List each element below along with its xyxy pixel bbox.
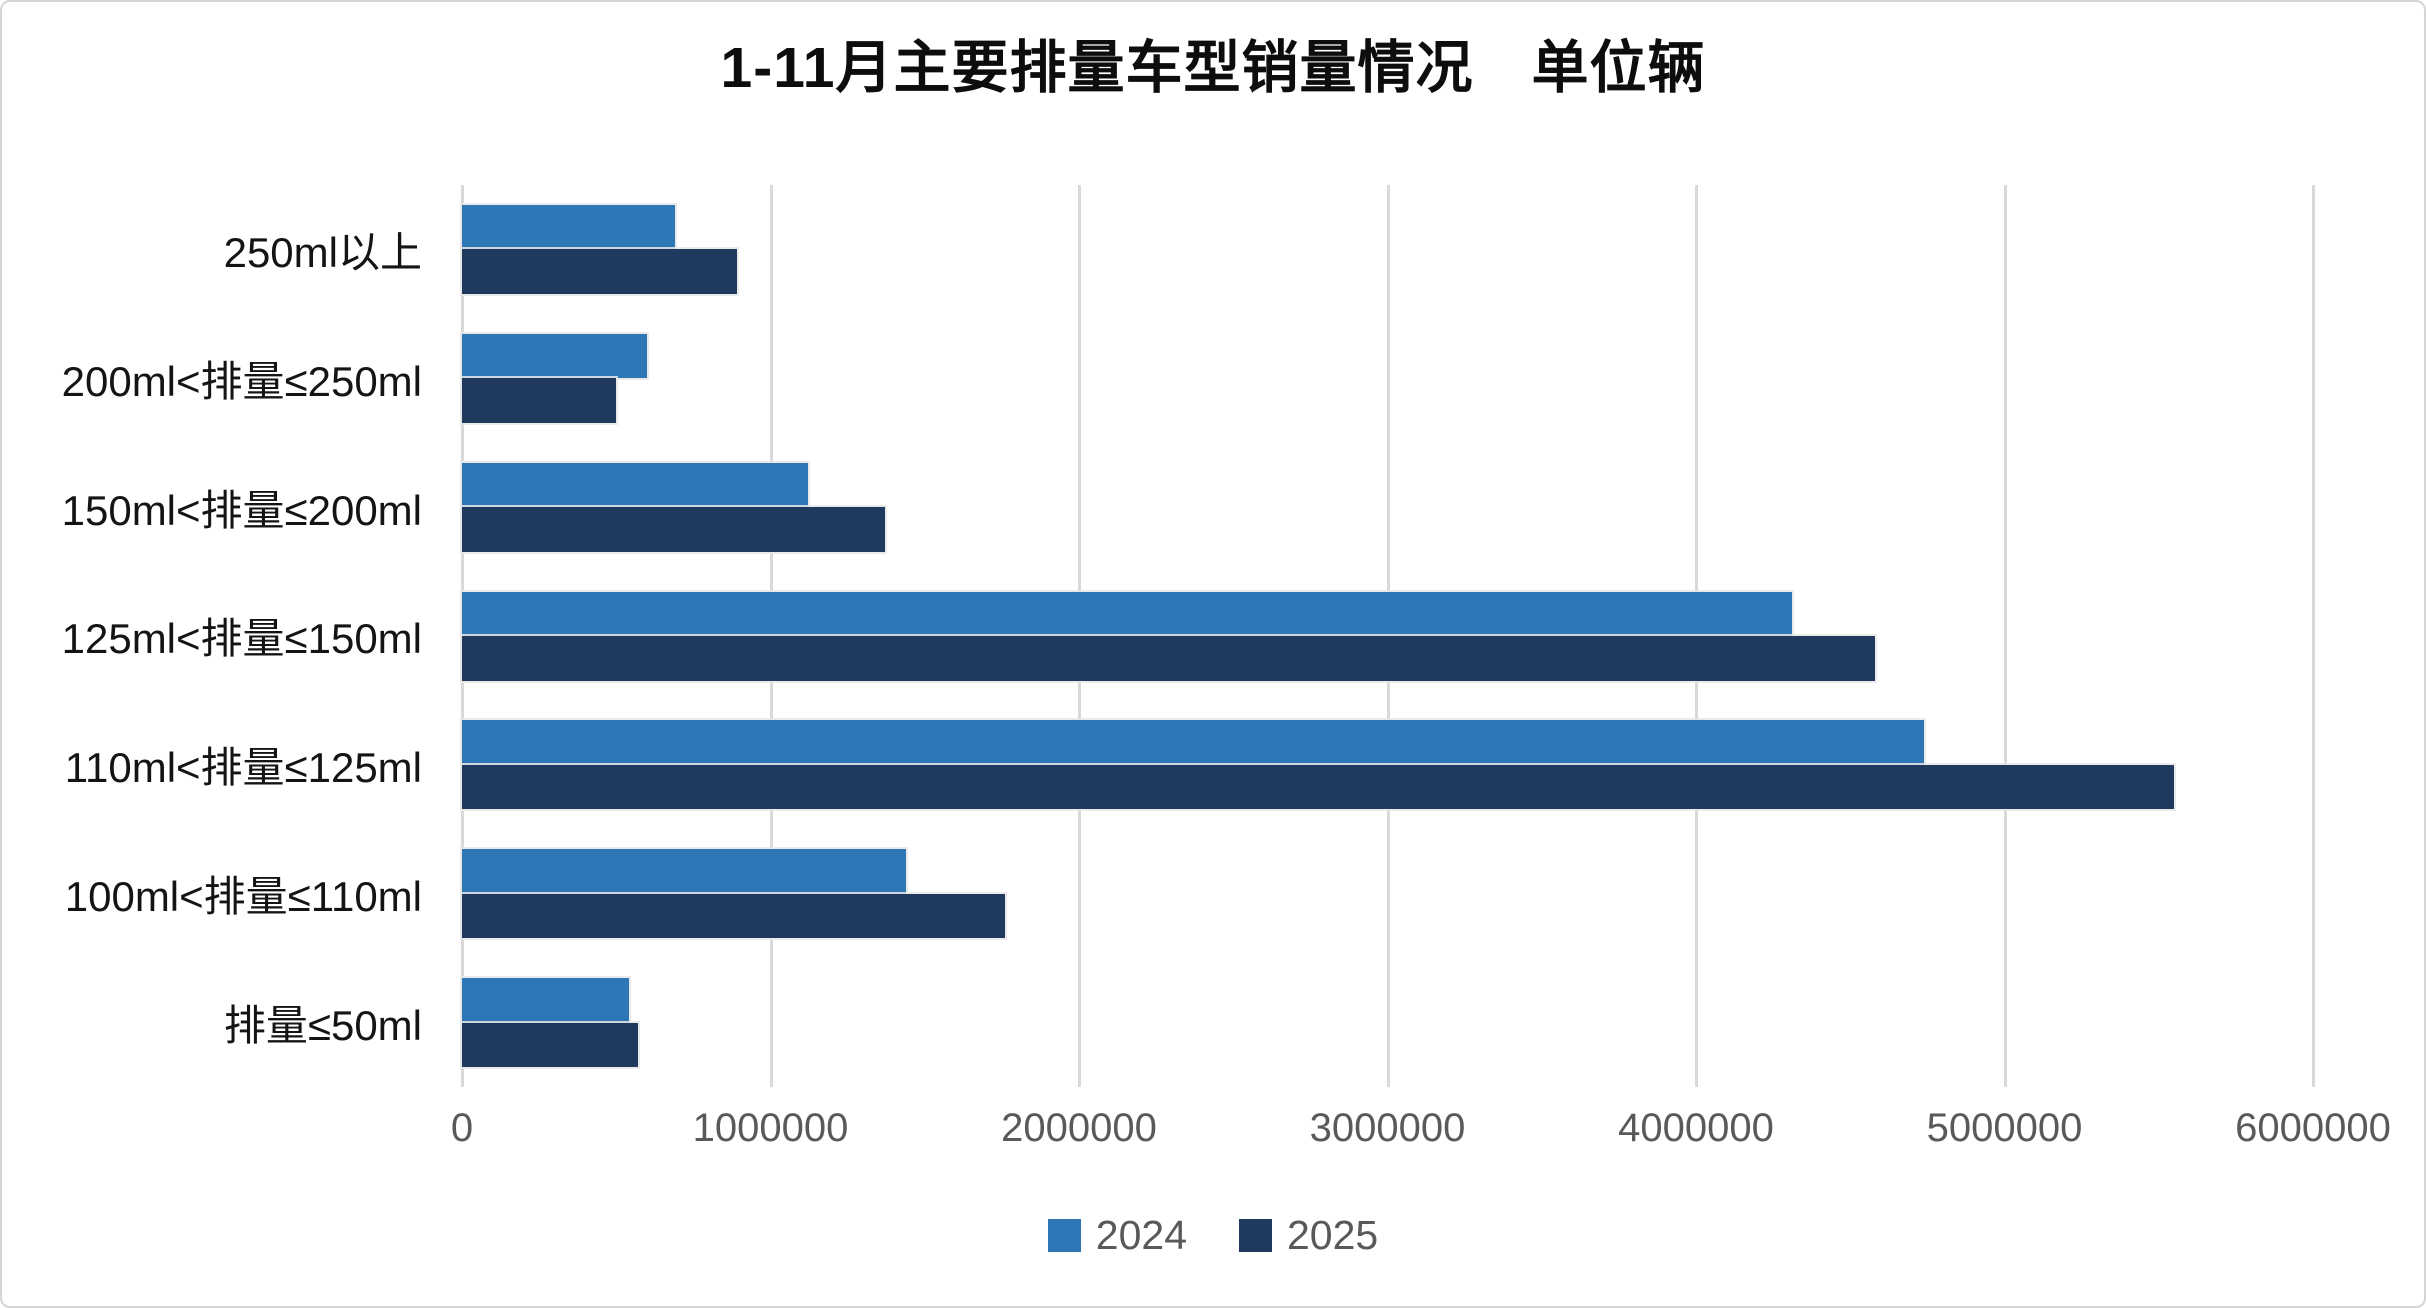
- x-tick-label: 4000000: [1618, 1106, 1774, 1150]
- x-tick-label: 5000000: [1926, 1106, 2083, 1150]
- bar-2024-0: [462, 204, 675, 250]
- y-axis-label: 110ml<排量≤125ml: [64, 744, 422, 792]
- x-tick-label: 0: [450, 1106, 474, 1150]
- legend-label-2025: 2025: [1287, 1212, 1379, 1258]
- y-axis-label: 250ml以上: [223, 228, 422, 276]
- bar-2024-5: [462, 849, 907, 894]
- y-axis-label: 125ml<排量≤150ml: [61, 615, 422, 663]
- bar-2024-4: [462, 720, 1925, 765]
- bar-2025-2: [462, 507, 885, 552]
- bar-2024-6: [462, 978, 629, 1023]
- y-axis-label: 100ml<排量≤110ml: [64, 873, 422, 921]
- y-axis-labels: 250ml以上 200ml<排量≤250ml 150ml<排量≤200ml 125ml…: [0, 185, 442, 1087]
- gridline: [2312, 185, 2315, 1087]
- x-tick-label: 1000000: [692, 1106, 849, 1150]
- legend: 2024 2025: [0, 1212, 2426, 1259]
- legend-item-2024: 2024: [1047, 1212, 1187, 1259]
- x-tick-label: 2000000: [1001, 1106, 1157, 1150]
- y-axis-label: 150ml<排量≤200ml: [61, 486, 422, 534]
- bar-2025-4: [462, 764, 2175, 810]
- bar-2024-1: [462, 333, 648, 379]
- legend-label-2024: 2024: [1095, 1212, 1187, 1258]
- bar-2025-3: [462, 636, 1875, 681]
- y-axis-label: 200ml<排量≤250ml: [61, 357, 422, 405]
- bar-2024-2: [462, 462, 808, 508]
- legend-swatch-2024: [1047, 1219, 1081, 1252]
- bar-2025-6: [462, 1022, 638, 1068]
- bar-2025-1: [462, 378, 617, 423]
- x-tick-label: 3000000: [1309, 1106, 1466, 1150]
- chart-title: 1-11月主要排量车型销量情况 单位辆: [720, 36, 1706, 100]
- x-tick-label: 6000000: [2235, 1106, 2391, 1150]
- bar-2025-0: [462, 249, 737, 294]
- x-axis: 0 1000000 2000000 3000000 4000000 5000000 6000…: [451, 1106, 2391, 1166]
- legend-swatch-2025: [1239, 1219, 1272, 1252]
- plot-area: [461, 185, 2315, 1087]
- bar-2025-5: [462, 893, 1005, 939]
- gridline: [2003, 185, 2007, 1087]
- legend-item-2025: 2025: [1239, 1212, 1378, 1259]
- bar-2024-3: [462, 591, 1792, 636]
- y-axis-label: 排量≤50ml: [223, 1002, 422, 1050]
